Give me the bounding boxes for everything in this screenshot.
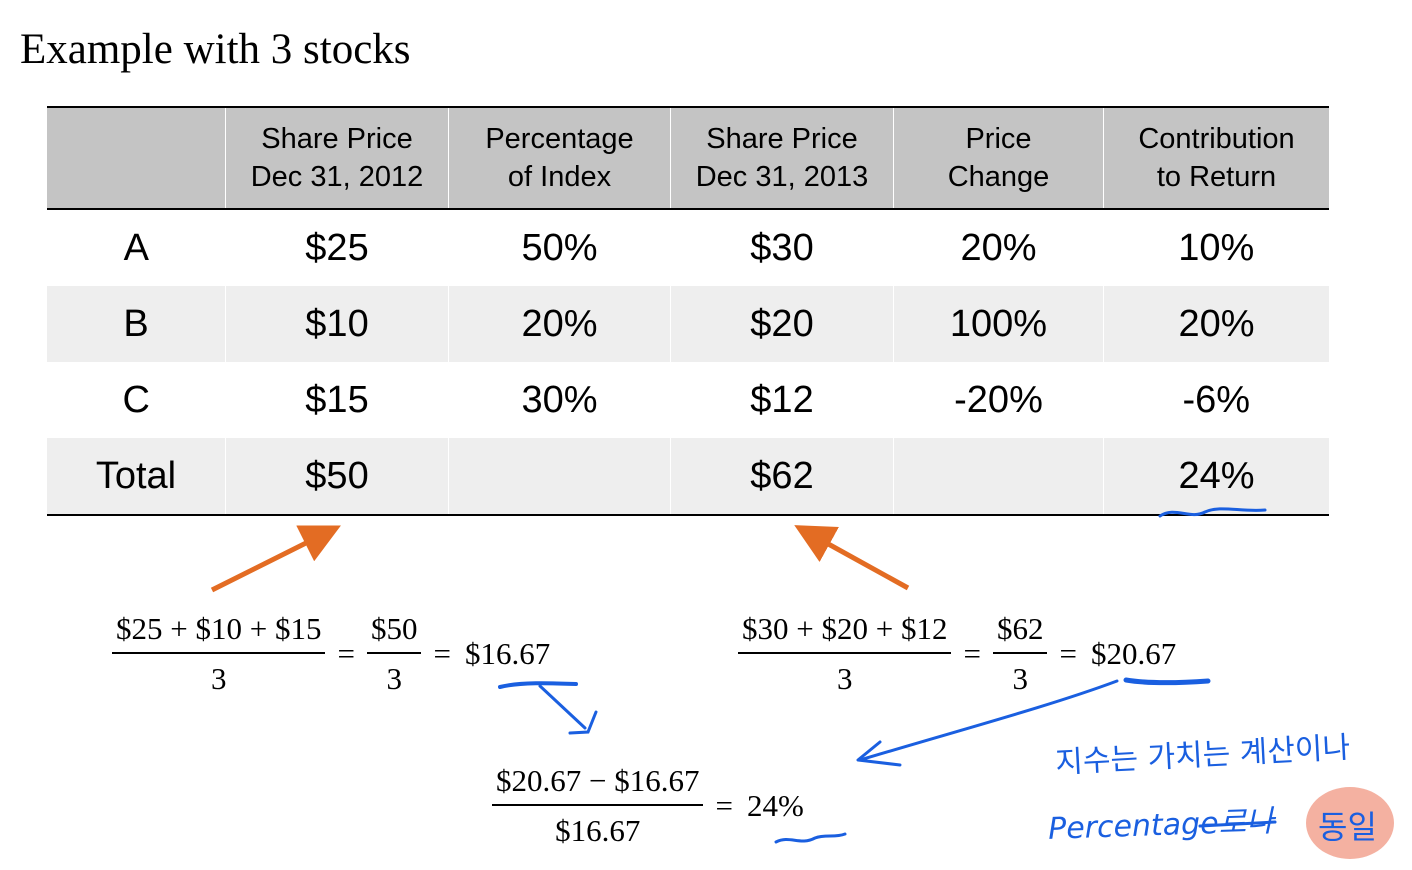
table-row: B $10 20% $20 100% 20% <box>47 286 1329 362</box>
denominator: 3 <box>366 652 422 696</box>
cell-percentage <box>448 438 671 516</box>
header-price-2012: Share Price Dec 31, 2012 <box>225 106 449 210</box>
handwritten-note-line1: 지수는 가치는 계산이나 <box>1054 730 1351 781</box>
equation-2012-average: $25 + $10 + $15 3 = $50 3 = $16.67 <box>112 611 551 696</box>
denominator: 3 <box>738 652 952 696</box>
table-total-row: Total $50 $62 24% <box>47 438 1329 516</box>
cell-price-2012: $25 <box>305 226 369 269</box>
denominator: 3 <box>112 652 326 696</box>
equation-2013-average: $30 + $20 + $12 3 = $62 3 = $20.67 <box>738 611 1177 696</box>
header-price-2013: Share Price Dec 31, 2013 <box>670 106 894 210</box>
handwritten-note-badge-text: 동일 <box>1318 808 1377 846</box>
denominator: 3 <box>992 652 1048 696</box>
handwritten-note-line2: Percentage로나 <box>1047 804 1275 847</box>
blue-arrow-long-head <box>856 740 902 767</box>
cell-percentage: 30% <box>521 378 598 421</box>
blue-arrow-down-head <box>568 710 598 735</box>
cell-price-2012: $50 <box>225 438 449 516</box>
cell-stock: A <box>123 226 149 269</box>
orange-arrow-left <box>210 525 341 593</box>
header-percentage: Percentage of Index <box>448 106 671 210</box>
header-price-change: Price Change <box>893 106 1104 210</box>
result-2012: $16.67 <box>464 636 551 671</box>
orange-arrow-right <box>794 525 910 591</box>
table-row: A $25 50% $30 20% 10% <box>47 209 1329 286</box>
cell-percentage: 50% <box>521 226 598 269</box>
result-return: 24% <box>746 788 804 823</box>
table-row: C $15 30% $12 -20% -6% <box>47 362 1329 438</box>
equation-return: $20.67 − $16.67 $16.67 = 24% <box>492 763 804 848</box>
fraction-total-2012: $50 3 <box>366 611 422 696</box>
cell-stock: C <box>122 378 150 421</box>
equals-sign: = <box>963 636 981 671</box>
cell-contribution: 24% <box>1103 438 1329 516</box>
cell-price-2013: $20 <box>670 286 894 362</box>
slide-title: Example with 3 stocks <box>20 26 411 73</box>
cell-stock: B <box>47 286 226 362</box>
numerator: $62 <box>996 611 1044 646</box>
cell-contribution: 10% <box>1178 226 1255 269</box>
cell-contribution: 20% <box>1103 286 1329 362</box>
table-header-row: Share Price Dec 31, 2012 Percentage of Ind… <box>47 106 1329 210</box>
cell-price-2013: $30 <box>750 226 814 269</box>
cell-percentage: 20% <box>448 286 671 362</box>
numerator: $25 + $10 + $15 <box>116 611 322 646</box>
cell-price-change: -20% <box>954 378 1043 421</box>
fraction-sum-2012: $25 + $10 + $15 3 <box>112 611 326 696</box>
fraction-return: $20.67 − $16.67 $16.67 <box>492 763 704 848</box>
cell-contribution: -6% <box>1182 378 1251 421</box>
cell-price-2012: $10 <box>225 286 449 362</box>
header-stock <box>47 106 226 210</box>
cell-price-change: 20% <box>960 226 1037 269</box>
denominator: $16.67 <box>492 804 704 848</box>
equals-sign: = <box>337 636 355 671</box>
cell-price-2013: $62 <box>670 438 894 516</box>
cell-price-change <box>893 438 1104 516</box>
stocks-table: Share Price Dec 31, 2012 Percentage of Ind… <box>47 106 1329 516</box>
equals-sign: = <box>715 788 733 823</box>
cell-price-2012: $15 <box>305 378 369 421</box>
numerator: $50 <box>370 611 418 646</box>
cell-price-change: 100% <box>893 286 1104 362</box>
numerator: $30 + $20 + $12 <box>742 611 948 646</box>
cell-price-2013: $12 <box>750 378 814 421</box>
numerator: $20.67 − $16.67 <box>496 763 700 798</box>
header-contribution: Contribution to Return <box>1103 106 1329 210</box>
result-2013: $20.67 <box>1090 636 1177 671</box>
fraction-sum-2013: $30 + $20 + $12 3 <box>738 611 952 696</box>
fraction-total-2013: $62 3 <box>992 611 1048 696</box>
cell-stock: Total <box>47 438 226 516</box>
equals-sign: = <box>1059 636 1077 671</box>
equals-sign: = <box>433 636 451 671</box>
